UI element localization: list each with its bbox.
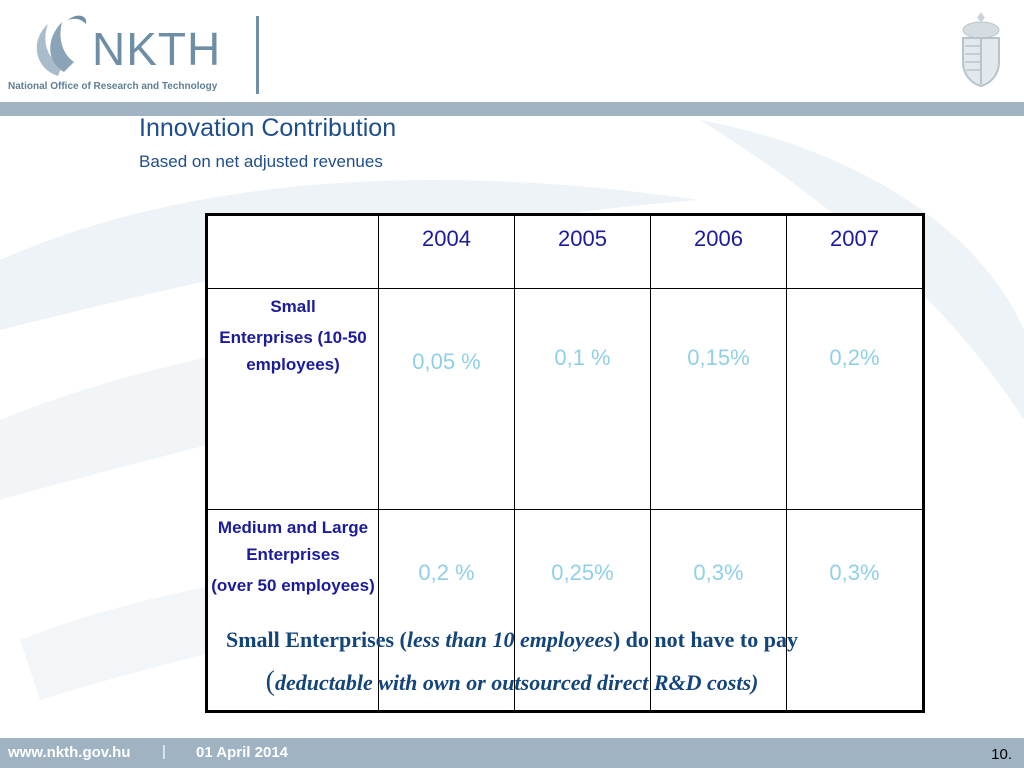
note-italic: less than 10 employees — [406, 627, 613, 652]
table-header-cell: 2007 — [786, 214, 924, 289]
note-text: ) do not have to pay — [612, 627, 798, 652]
note-text: Small Enterprises ( — [225, 627, 407, 652]
nkth-logo: NKTH National Office of Research and Tec… — [6, 4, 259, 96]
table-cell: 0,3% — [786, 509, 924, 712]
table-header-cell: 2005 — [514, 214, 651, 289]
logo-divider — [256, 16, 259, 94]
swirl-logo-icon — [36, 15, 87, 76]
note-paren: ( — [265, 666, 275, 697]
table-cell: 0,3% — [650, 509, 787, 712]
logo-subtitle: National Office of Research and Technolo… — [8, 81, 218, 92]
coat-of-arms-icon — [962, 12, 1000, 88]
header: NKTH National Office of Research and Tec… — [0, 0, 1024, 102]
row-label-line: Enterprises (10-50 employees) — [219, 328, 367, 374]
row-label: Medium and Large Enterprises (over 50 em… — [206, 509, 379, 712]
table-header-row: 2004 2005 2006 2007 — [206, 214, 924, 289]
logo-text: NKTH — [92, 23, 222, 75]
table-header-cell — [206, 214, 379, 289]
table-cell: 0,25% — [514, 509, 651, 712]
footer-separator: | — [162, 743, 166, 760]
row-label-line: Medium and Large Enterprises — [217, 518, 369, 564]
table-header-cell: 2006 — [650, 214, 787, 289]
table-row: Small Enterprises (10-50 employees) 0,05… — [206, 288, 924, 510]
table-cell: 0,15% — [650, 288, 787, 510]
header-bar — [0, 102, 1024, 116]
slide-title: Innovation Contribution — [139, 114, 397, 142]
note-line-1: Small Enterprises (less than 10 employee… — [0, 627, 1024, 653]
table-cell: 0,2 % — [378, 509, 515, 712]
row-label-line: (over 50 employees) — [211, 576, 375, 595]
note-italic: deductable with own or outsourced direct… — [274, 670, 759, 695]
note-line-2: (deductable with own or outsourced direc… — [0, 666, 1024, 698]
table-cell: 0,2% — [786, 288, 924, 510]
row-label: Small Enterprises (10-50 employees) — [206, 288, 379, 510]
table-cell: 0,05 % — [378, 288, 515, 510]
page-number: 10. — [991, 746, 1012, 763]
table-cell: 0,1 % — [514, 288, 651, 510]
table-header-cell: 2004 — [378, 214, 515, 289]
table-row: Medium and Large Enterprises (over 50 em… — [206, 509, 924, 712]
footer-url-link[interactable]: www.nkth.gov.hu — [8, 744, 131, 761]
row-label-line: Small — [270, 297, 316, 316]
slide-subtitle: Based on net adjusted revenues — [139, 152, 383, 171]
footer-date: 01 April 2014 — [196, 744, 288, 761]
innovation-table: 2004 2005 2006 2007 Small Enterprises (1… — [205, 213, 925, 713]
footer: www.nkth.gov.hu | 01 April 2014 10. — [0, 738, 1024, 768]
